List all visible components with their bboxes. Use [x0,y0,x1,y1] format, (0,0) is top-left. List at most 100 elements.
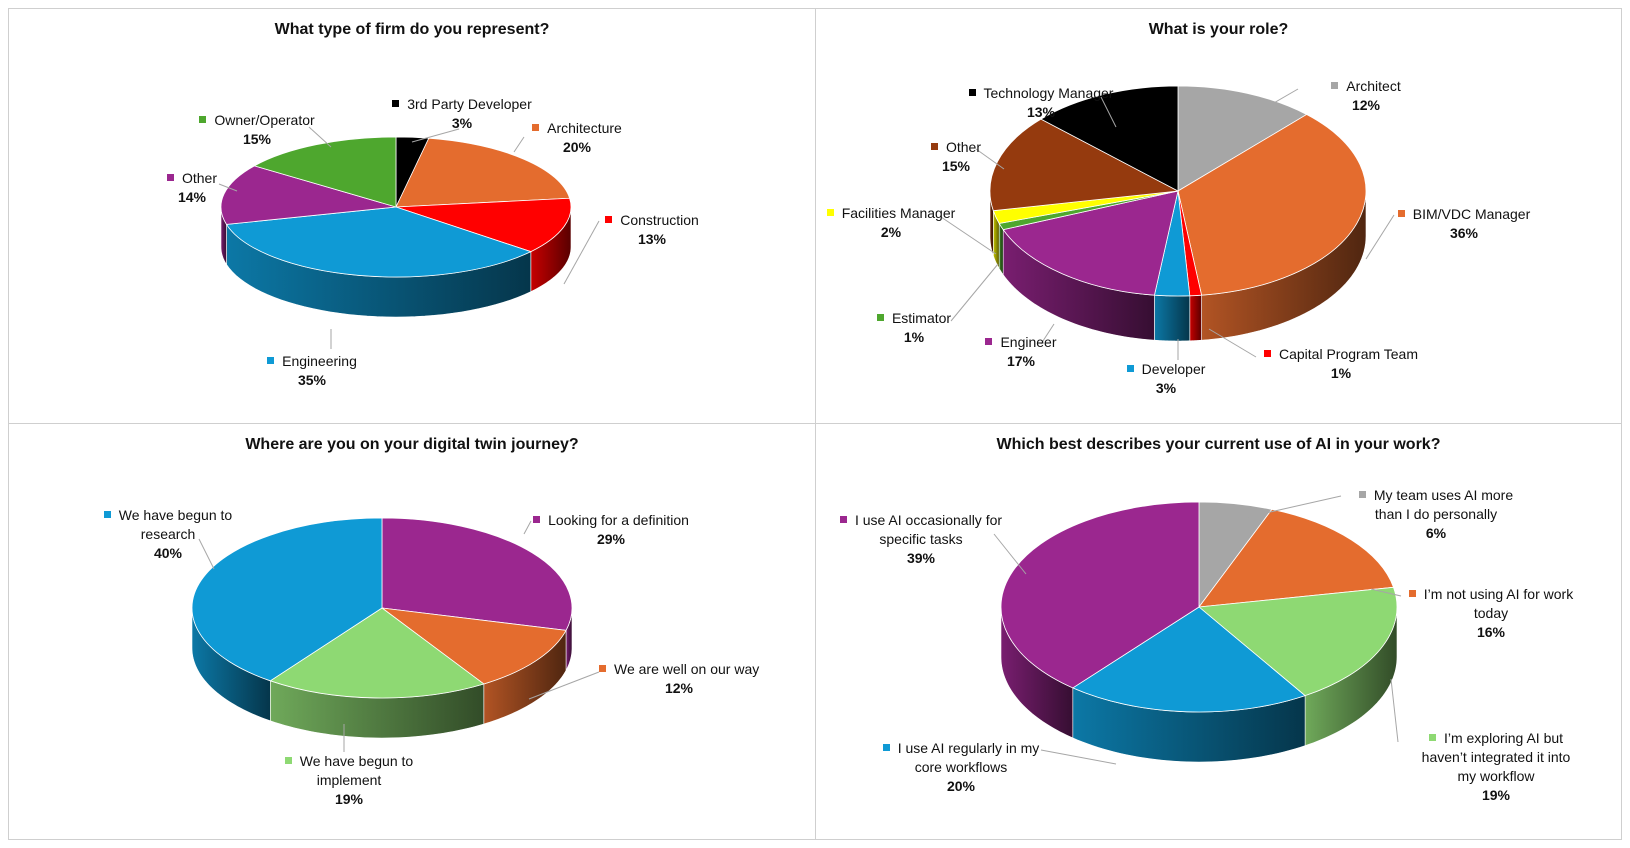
slice-percent-label: 1% [1330,365,1352,381]
legend-swatch [1331,82,1339,89]
slice-category-label: I use AI occasionally for [826,511,1016,530]
leader-line [308,126,332,148]
slice-percent-label: 13% [1026,104,1056,120]
slice-category-label: Owner/Operator [187,111,327,130]
pie-slice [395,197,572,253]
slice-percent-label: 2% [880,224,902,240]
slice-category-label: Architecture [517,119,637,138]
legend-swatch [1397,210,1405,217]
leader-line [1365,214,1395,260]
slice-percent-label: 20% [946,778,976,794]
legend-swatch [532,124,540,131]
pie-slice [380,607,567,685]
slice-percent-label: 13% [637,231,667,247]
legend-swatch [103,511,111,518]
pie-slice [220,165,397,225]
data-label: Other 15% [916,138,996,176]
chart-panel-ai-use: Which best describes your current use of… [815,423,1622,840]
pie-slice [1002,190,1179,296]
slice-percent-label: 3% [451,115,473,131]
pie-slice [1177,114,1367,296]
chart-panel-digital-twin-journey: Where are you on your digital twin journ… [8,423,816,840]
legend-swatch [839,516,847,523]
slice-category-label: I’m exploring AI but [1396,729,1596,748]
leader-line [1245,88,1299,120]
data-label: Developer 3% [1116,360,1216,398]
legend-swatch [284,757,292,764]
leader-line [1225,495,1342,523]
slice-category-label: Engineer [971,333,1071,352]
slice-percent-label: 17% [1006,353,1036,369]
pie-slice [1040,85,1179,192]
leader-line [513,136,525,153]
slice-category-label: implement [316,772,382,788]
pie-side-walls [989,190,1367,342]
pie-slice [395,137,571,208]
legend-swatch [166,174,174,181]
slice-percent-label: 6% [1425,525,1447,541]
slice-percent-label: 14% [177,189,207,205]
slice-category-label: 3rd Party Developer [387,95,537,114]
data-label: Construction 13% [597,211,707,249]
data-label: We are well on our way 12% [599,660,759,698]
chart-title: What is your role? [1148,21,1289,38]
slice-category-label: We have begun to [93,506,243,525]
data-label: Facilities Manager 2% [816,204,966,242]
pie-slice [1000,501,1200,689]
slice-percent-label: 35% [297,372,327,388]
legend-swatch [1408,590,1416,597]
pie-slice [225,206,532,278]
slice-category-label: my workflow [1457,768,1535,784]
data-label: My team uses AI more than I do personally… [1341,486,1531,543]
chart-title: Which best describes your current use of… [996,436,1441,453]
slice-percent-label: 36% [1449,225,1479,241]
pie-slice [269,607,485,699]
slice-category-label: specific tasks [879,531,963,547]
pie-slice [1071,606,1306,713]
legend-swatch [1358,491,1366,498]
slice-category-label: My team uses AI more [1341,486,1531,505]
legend-swatch [930,143,938,150]
leader-line [563,220,600,285]
slice-category-label: Capital Program Team [1256,345,1426,364]
chart-panel-role: What is your role? Architect 12% BIM/VDC M… [815,8,1622,424]
legend-swatch [267,357,275,364]
charts-grid: What type of firm do you represent? 3rd … [8,8,1622,840]
slice-percent-label: 29% [596,531,626,547]
chart-title: Where are you on your digital twin journ… [245,436,579,453]
legend-swatch [599,665,606,672]
slice-category-label: research [140,526,196,542]
slice-percent-label: 39% [906,550,936,566]
legend-swatch [1263,350,1271,357]
slice-category-label: BIM/VDC Manager [1394,205,1534,224]
pie-slice-side [998,222,1004,276]
slice-percent-label: 12% [664,680,694,696]
legend-swatch [1428,734,1436,741]
chart-panel-firm-type: What type of firm do you represent? 3rd … [8,8,816,424]
leader-line [1208,328,1257,358]
data-label: Looking for a definition 29% [531,511,691,549]
data-label: I use AI occasionally for specific tasks 3… [826,511,1016,568]
data-label: Architecture 20% [517,119,637,157]
slice-percent-label: 15% [941,158,971,174]
legend-swatch [968,89,976,96]
data-label: Architect 12% [1311,77,1421,115]
slice-category-label: than I do personally [1374,506,1498,522]
slice-category-label: I’m not using AI for work [1401,585,1581,604]
slice-category-label: Construction [597,211,707,230]
slice-category-label: Other [916,138,996,157]
legend-swatch [605,216,613,223]
leader-line [218,183,238,192]
leader-line [1040,749,1117,765]
legend-swatch [876,314,884,321]
slice-category-label: Developer [1116,360,1216,379]
pie-slice-side [1154,294,1191,342]
pie-slice [191,517,383,682]
slice-category-label: Engineering [257,352,367,371]
slice-percent-label: 19% [1481,787,1511,803]
pie-slice-side [1189,294,1202,342]
pie-slice [1177,85,1308,192]
chart-title: What type of firm do you represent? [274,21,550,38]
leader-line [411,128,460,143]
pie-side-walls [1000,606,1398,763]
